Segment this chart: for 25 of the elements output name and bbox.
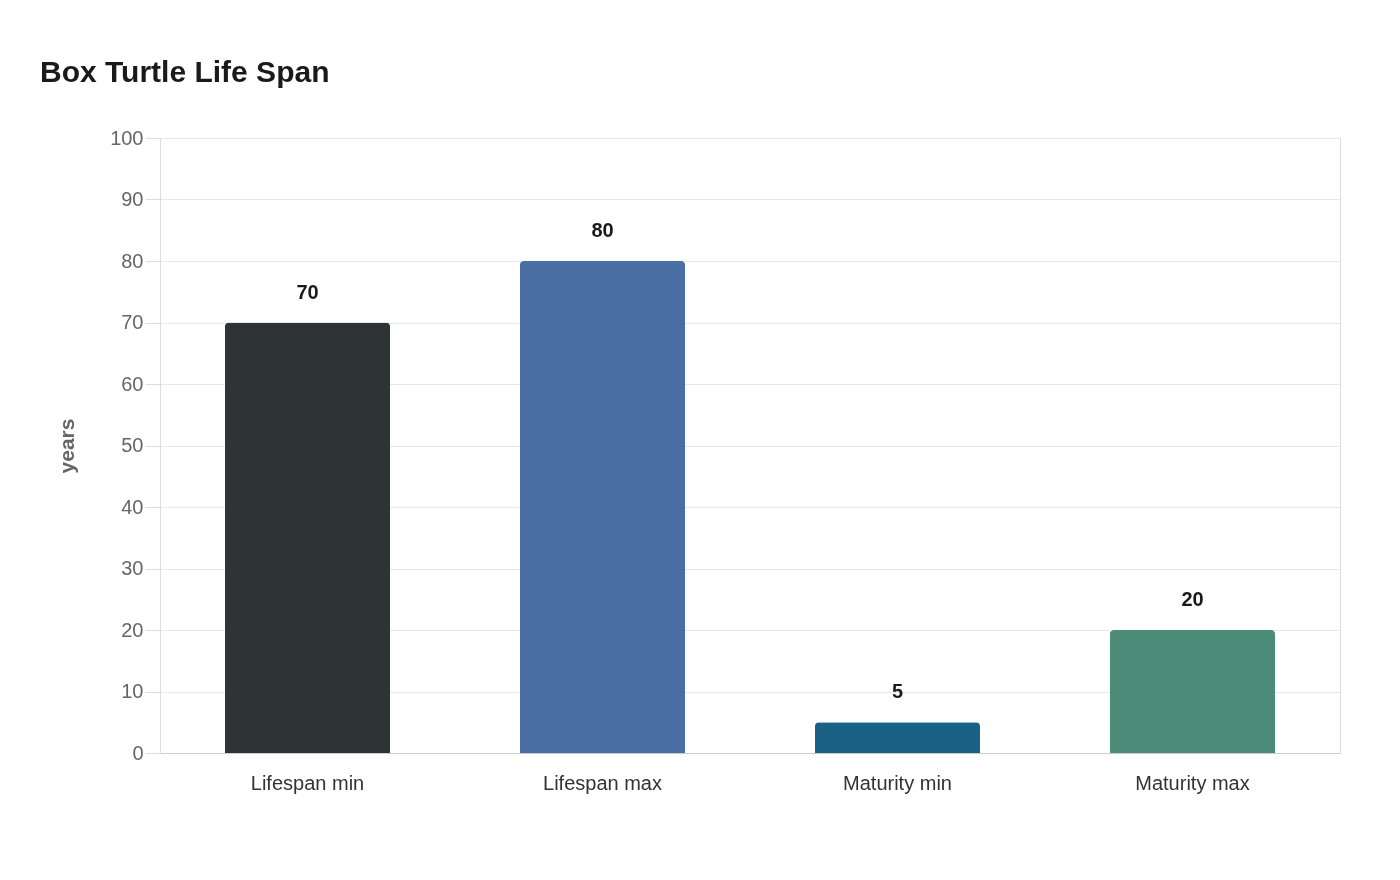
data-label: 5 (891, 680, 904, 703)
chart-title: Box Turtle Life Span (40, 55, 330, 88)
bar (814, 722, 981, 753)
data-label: 80 (591, 219, 614, 241)
y-tick-label: 70 (121, 311, 144, 333)
x-tick-label: Maturity max (1135, 771, 1250, 794)
y-tick-label: 80 (121, 249, 144, 272)
x-tick-label: Lifespan max (543, 771, 662, 794)
bar (1109, 630, 1276, 753)
y-tick-label: 90 (121, 188, 144, 210)
y-tick-label: 100 (110, 126, 144, 149)
x-tick-label: Maturity min (843, 771, 952, 794)
data-label: 70 (296, 280, 319, 303)
bar (224, 322, 391, 753)
y-tick-label: 10 (121, 680, 144, 702)
y-tick-label: 20 (121, 618, 144, 641)
y-axis-title: years (55, 418, 79, 474)
x-tick-label: Lifespan min (250, 771, 365, 794)
data-label: 20 (1181, 588, 1204, 610)
bar (519, 261, 686, 753)
y-tick-label: 50 (121, 434, 144, 456)
y-tick-label: 40 (121, 495, 144, 518)
y-tick-label: 30 (121, 557, 144, 579)
y-tick-label: 60 (121, 372, 144, 395)
y-tick-label: 0 (132, 741, 144, 764)
